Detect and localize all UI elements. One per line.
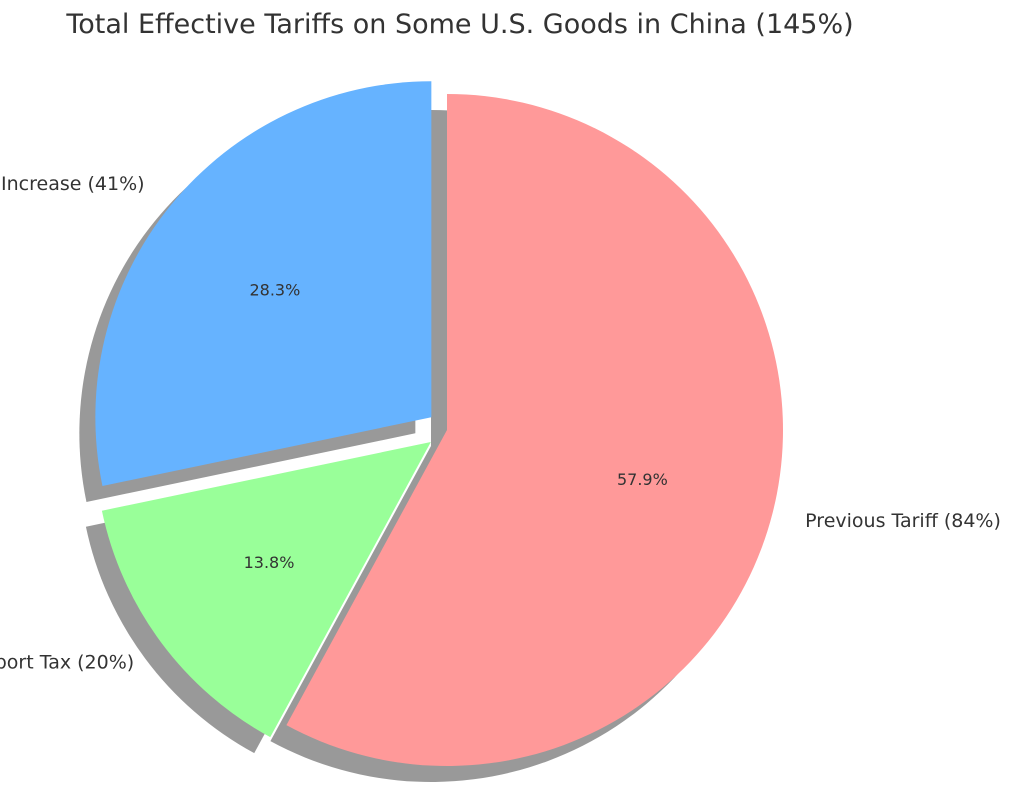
- pct-label-previous-tariff: 57.9%: [617, 470, 668, 489]
- slice-new-tariff-increase: [95, 81, 432, 486]
- slice-previous-tariff: [286, 94, 783, 767]
- slice-label-new-tariff-increase: New Tariff Increase (41%): [0, 173, 145, 195]
- pct-label-additional-import-tax: 13.8%: [244, 553, 295, 572]
- slice-label-additional-import-tax: Additional Import Tax (20%): [0, 651, 134, 673]
- slice-label-previous-tariff: Previous Tariff (84%): [805, 510, 1001, 532]
- slices: [95, 81, 783, 767]
- slice-additional-import-tax: [101, 442, 431, 738]
- pct-label-new-tariff-increase: 28.3%: [249, 281, 300, 300]
- slice-labels: New Tariff Increase (41%) 28.3% Additional…: [0, 173, 1001, 673]
- chart-title: Total Effective Tariffs on Some U.S. Goo…: [65, 9, 853, 40]
